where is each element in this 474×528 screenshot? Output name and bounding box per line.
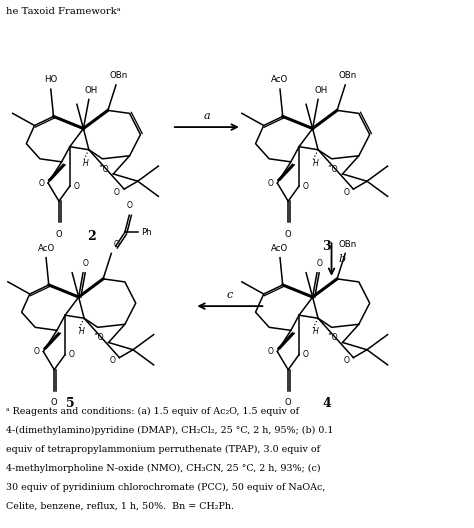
Text: equiv of tetrapropylammonium perruthenate (TPAP), 3.0 equiv of: equiv of tetrapropylammonium perruthenat… (6, 445, 320, 454)
Text: H: H (312, 327, 318, 336)
Text: O: O (38, 178, 45, 187)
Text: b: b (338, 254, 345, 263)
Text: 3: 3 (322, 240, 331, 253)
Text: OH: OH (314, 86, 328, 95)
Text: AcO: AcO (272, 76, 289, 84)
Text: O: O (316, 259, 322, 268)
Text: Celite, benzene, reflux, 1 h, 50%.  Bn = CH₂Ph.: Celite, benzene, reflux, 1 h, 50%. Bn = … (6, 502, 234, 511)
Text: O: O (302, 350, 309, 359)
Text: 4: 4 (322, 397, 331, 410)
Text: O: O (285, 230, 292, 239)
Text: c: c (227, 290, 233, 300)
Text: O: O (268, 347, 273, 356)
Text: AcO: AcO (37, 244, 55, 253)
Text: H: H (79, 327, 84, 336)
Text: O: O (114, 187, 120, 196)
Text: ’’O: ’’O (98, 165, 109, 174)
Text: OBn: OBn (339, 240, 357, 249)
Text: 2: 2 (87, 230, 96, 243)
Text: a: a (203, 111, 210, 121)
Text: 4-(dimethylamino)pyridine (DMAP), CH₂Cl₂, 25 °C, 2 h, 95%; (b) 0.1: 4-(dimethylamino)pyridine (DMAP), CH₂Cl₂… (6, 426, 334, 435)
Text: ’’O: ’’O (328, 165, 338, 174)
Text: OBn: OBn (109, 71, 128, 80)
Text: 4-methylmorpholine N-oxide (NMO), CH₃CN, 25 °C, 2 h, 93%; (c): 4-methylmorpholine N-oxide (NMO), CH₃CN,… (6, 464, 321, 473)
Text: O: O (69, 350, 74, 359)
Text: O: O (126, 202, 132, 211)
Text: O: O (285, 398, 292, 407)
Text: O: O (343, 187, 349, 196)
Text: H: H (312, 158, 318, 167)
Text: OBn: OBn (339, 71, 357, 80)
Text: O: O (82, 259, 88, 268)
Text: H: H (83, 158, 89, 167)
Text: HO: HO (44, 76, 57, 84)
Text: Ph: Ph (141, 228, 152, 237)
Text: 5: 5 (66, 397, 75, 410)
Text: ’’O: ’’O (328, 333, 338, 342)
Text: O: O (51, 398, 57, 407)
Text: AcO: AcO (272, 244, 289, 253)
Text: 30 equiv of pyridinium chlorochromate (PCC), 50 equiv of NaOAc,: 30 equiv of pyridinium chlorochromate (P… (6, 483, 326, 492)
Text: O: O (73, 182, 79, 191)
Text: O: O (34, 347, 40, 356)
Text: O: O (268, 178, 273, 187)
Text: O: O (302, 182, 309, 191)
Text: ’’O: ’’O (93, 333, 104, 342)
Text: ᵃ Reagents and conditions: (a) 1.5 equiv of Ac₂O, 1.5 equiv of: ᵃ Reagents and conditions: (a) 1.5 equiv… (6, 407, 300, 417)
Text: OH: OH (85, 86, 98, 95)
Text: O: O (55, 230, 62, 239)
Text: O: O (114, 240, 120, 249)
Text: O: O (343, 356, 349, 365)
Text: O: O (109, 356, 115, 365)
Text: he Taxoid Frameworkᵃ: he Taxoid Frameworkᵃ (6, 7, 121, 16)
